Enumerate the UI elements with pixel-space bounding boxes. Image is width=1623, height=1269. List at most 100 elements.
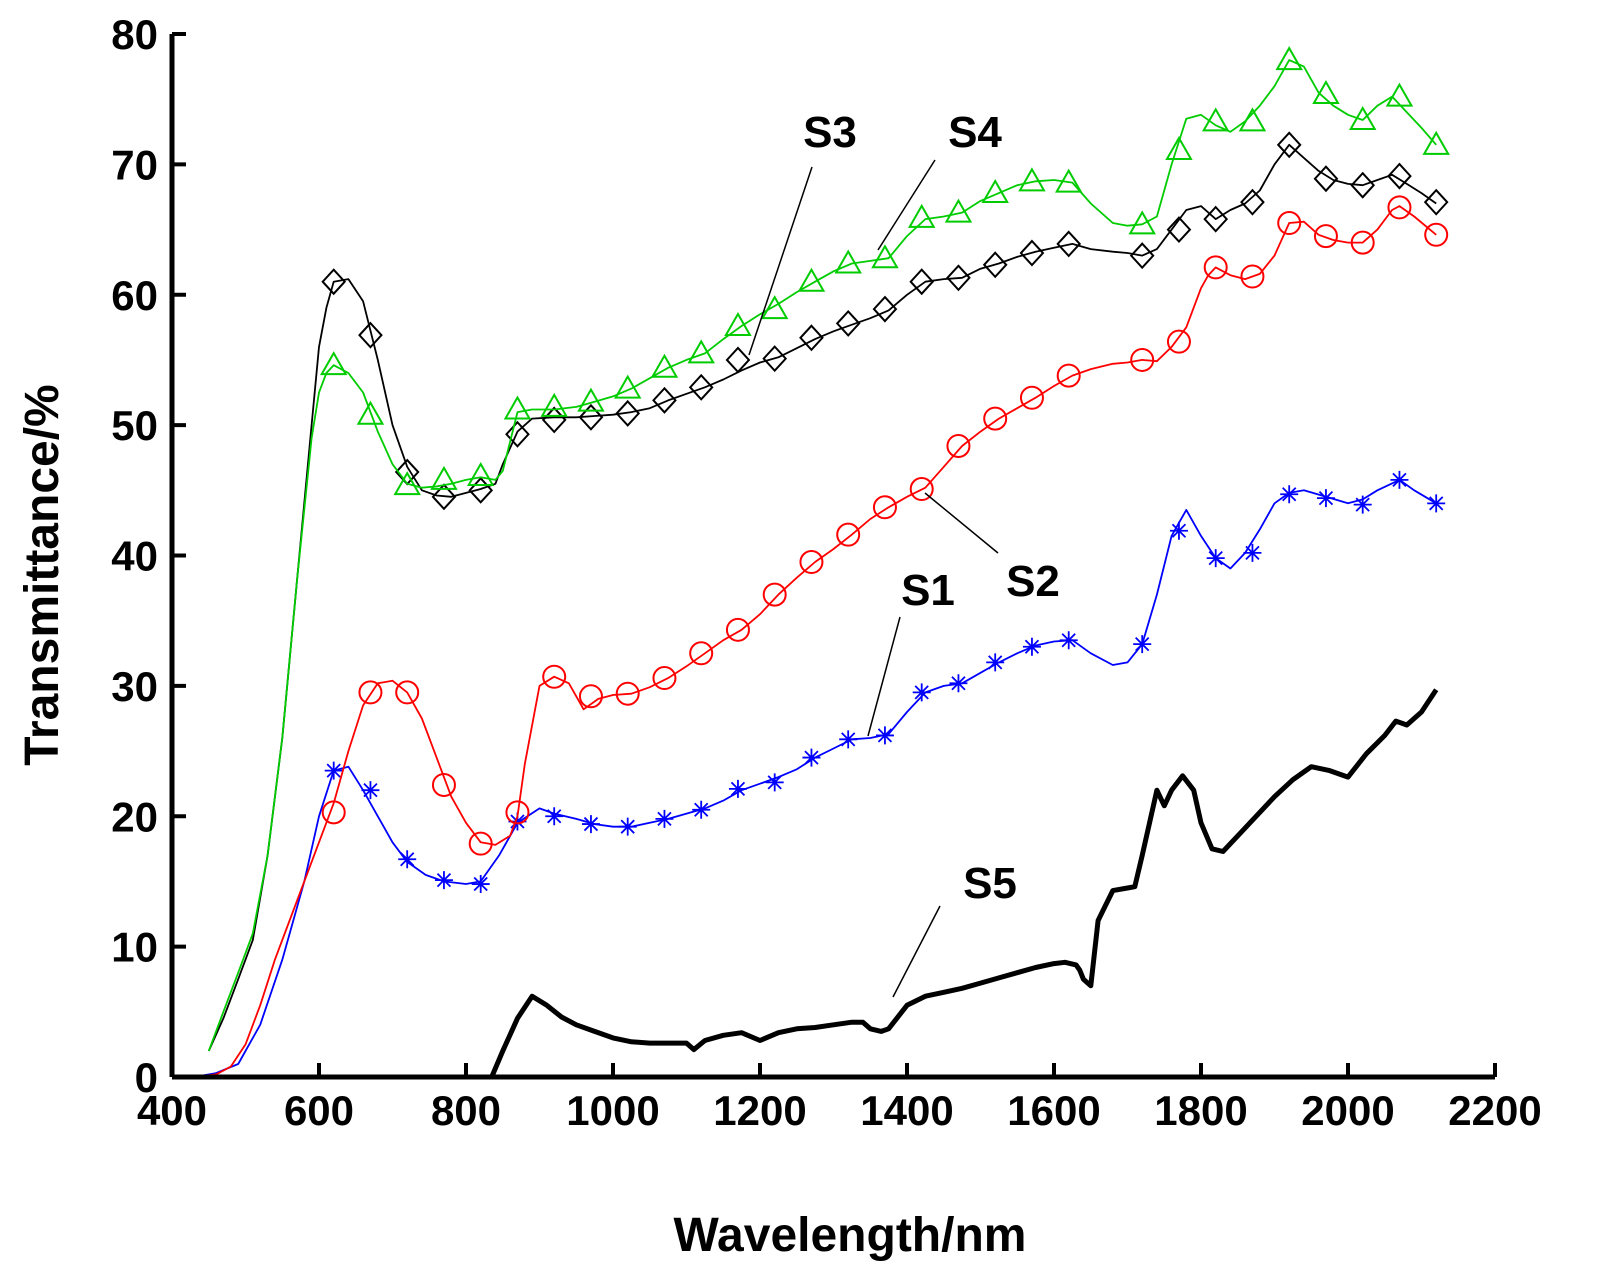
triangle-marker — [613, 374, 642, 399]
circle-marker — [1387, 195, 1412, 220]
circle-marker — [431, 772, 456, 797]
diamond-marker — [688, 373, 714, 401]
circle-marker — [468, 831, 493, 856]
triangle-marker — [1422, 130, 1450, 155]
y-tick-label: 60 — [111, 272, 158, 319]
asterisk-marker — [1316, 489, 1335, 508]
triangle-marker — [871, 244, 899, 269]
diamond-marker — [799, 324, 824, 352]
diamond-marker — [358, 321, 383, 349]
triangle-marker — [393, 471, 421, 496]
triangle-marker — [650, 353, 679, 378]
triangle-marker — [466, 461, 495, 486]
diamond-marker — [1203, 205, 1229, 233]
triangle-marker — [1312, 79, 1340, 104]
diamond-marker — [1387, 162, 1412, 190]
circle-marker — [946, 433, 971, 458]
triangle-marker — [540, 392, 568, 417]
series-line-s3 — [207, 143, 1437, 1052]
diamond-marker — [1423, 188, 1449, 216]
circle-marker — [395, 680, 420, 705]
asterisk-marker — [434, 871, 453, 890]
triangle-marker — [834, 249, 862, 274]
circle-marker — [1056, 363, 1081, 388]
triangle-marker — [1054, 168, 1083, 193]
asterisk-marker — [1059, 631, 1078, 650]
asterisk-marker — [1353, 495, 1372, 514]
plot-series-layer — [193, 46, 1450, 1078]
x-tick-label: 400 — [137, 1087, 207, 1134]
series-label-s3: S3 — [803, 108, 857, 157]
x-tick-label: 1000 — [566, 1087, 659, 1134]
diamond-marker — [762, 345, 788, 373]
circle-marker — [1277, 211, 1302, 236]
diamond-marker — [505, 420, 530, 448]
series-labels-layer: S1 S2 S3 S4 S5 — [748, 108, 1060, 998]
diamond-marker — [872, 295, 898, 323]
circle-marker — [1203, 255, 1228, 280]
triangle-marker — [319, 351, 348, 376]
triangle-marker — [797, 267, 826, 292]
circle-marker — [1166, 329, 1191, 354]
asterisk-marker — [912, 683, 931, 702]
x-tick-label: 1400 — [860, 1087, 953, 1134]
y-tick-label: 20 — [111, 793, 158, 840]
circle-marker — [505, 800, 530, 825]
circle-marker — [689, 641, 714, 666]
triangle-marker — [1165, 136, 1193, 161]
diamond-marker — [431, 483, 457, 511]
circle-marker — [615, 681, 640, 706]
circle-marker — [1240, 264, 1265, 289]
circle-marker — [1019, 385, 1044, 410]
diamond-marker — [468, 476, 494, 504]
asterisk-marker — [802, 748, 821, 767]
y-axis-title: Transmittance/% — [16, 384, 69, 765]
triangle-marker — [1275, 46, 1303, 71]
asterisk-marker — [986, 653, 1005, 672]
series-line-s2 — [193, 205, 1437, 1078]
circle-marker — [836, 522, 861, 547]
asterisk-marker — [765, 773, 784, 792]
asterisk-marker — [398, 850, 417, 869]
triangle-marker — [430, 465, 458, 490]
diamond-marker — [835, 309, 861, 337]
series-label-s2: S2 — [1006, 557, 1060, 606]
asterisk-marker — [324, 761, 343, 780]
diamond-marker — [652, 386, 677, 414]
circle-marker — [652, 666, 677, 691]
x-tick-label: 1600 — [1007, 1087, 1100, 1134]
circle-marker — [1350, 230, 1375, 255]
triangle-marker — [356, 400, 385, 425]
triangle-marker — [724, 312, 752, 337]
circle-marker — [983, 406, 1008, 431]
diamond-marker — [1129, 242, 1155, 270]
circle-marker — [872, 495, 897, 520]
asterisk-marker — [581, 815, 600, 834]
asterisk-marker — [618, 817, 637, 836]
asterisk-marker — [655, 809, 674, 828]
asterisk-marker — [1206, 549, 1225, 568]
series-s2 — [193, 195, 1449, 1078]
series-s3 — [207, 131, 1449, 1052]
series-label-s1: S1 — [901, 566, 955, 615]
asterisk-marker — [1390, 470, 1409, 489]
asterisk-marker — [1280, 485, 1299, 504]
triangle-marker — [1348, 106, 1377, 131]
y-tick-label: 40 — [111, 533, 158, 580]
y-tick-label: 10 — [111, 924, 158, 971]
diamond-marker — [1240, 188, 1265, 216]
series-label-s5: S5 — [963, 859, 1017, 908]
triangle-marker — [1385, 82, 1414, 107]
asterisk-marker — [875, 726, 894, 745]
leader-line-s5 — [892, 905, 941, 998]
series-s1 — [193, 470, 1446, 1078]
series-line-s5 — [489, 688, 1439, 1078]
y-tick-label: 80 — [111, 11, 158, 58]
x-tick-label: 1800 — [1154, 1087, 1247, 1134]
diamond-marker — [578, 403, 604, 431]
triangle-marker — [687, 339, 715, 364]
diamond-marker — [1350, 171, 1376, 199]
asterisk-marker — [1427, 494, 1446, 513]
diamond-marker — [321, 268, 347, 296]
